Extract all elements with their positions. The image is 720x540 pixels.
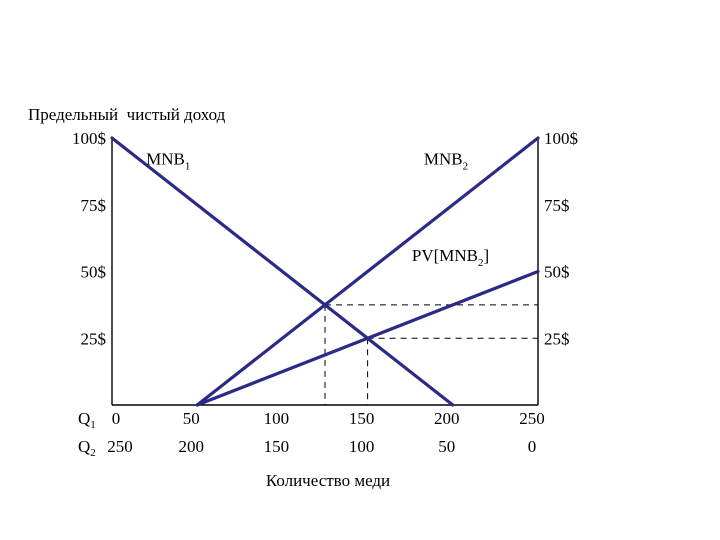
series-label-3: PV[MNB2] [412,246,489,269]
q1-tick-1: 50 [183,409,200,428]
y-tick-right-2: 50$ [544,263,570,282]
q2-tick-1: 200 [178,437,204,456]
q1-row-label: Q1 [78,409,96,431]
q2-row-label: Q2 [78,437,96,459]
q1-tick-3: 150 [349,409,375,428]
y-tick-left-2: 50$ [81,263,107,282]
x-axis-title: Количество меди [266,471,390,490]
q-tick-labels: 0 250 50 200 100 150 150 100 200 50 250 0 [107,409,545,456]
series-layer [110,136,540,407]
q2-tick-4: 50 [438,437,455,456]
series-line-3 [195,269,540,407]
series-label-1: MNB1 [146,150,190,173]
q2-tick-0: 250 [107,437,133,456]
y-axis-title: Предельный чистый доход [28,105,226,124]
q1-tick-4: 200 [434,409,460,428]
q2-tick-3: 100 [349,437,375,456]
y-tick-left-1: 75$ [81,196,107,215]
y-tick-left-3: 25$ [81,329,107,348]
q1-subscript: 1 [90,419,96,431]
series-label-2: MNB2 [424,150,468,173]
q1-tick-5: 250 [519,409,545,428]
series-labels: MNB1 MNB2 PV[MNB2] [146,150,489,269]
series-line-2 [195,136,540,407]
y-tick-left-0: 100$ [72,129,106,148]
q1-tick-2: 100 [264,409,290,428]
q2-letter: Q [78,437,90,456]
y-tick-labels: 100$ 100$ 75$ 75$ 50$ 50$ 25$ 25$ [72,129,578,348]
q1-tick-0: 0 [112,409,121,428]
y-tick-right-0: 100$ [544,129,578,148]
reference-lines [324,304,538,405]
y-tick-right-3: 25$ [544,329,570,348]
q1-letter: Q [78,409,90,428]
y-tick-right-1: 75$ [544,196,570,215]
q2-subscript: 2 [90,447,96,459]
q2-tick-5: 0 [528,437,537,456]
q2-tick-2: 150 [264,437,290,456]
series-line-1 [110,136,455,407]
